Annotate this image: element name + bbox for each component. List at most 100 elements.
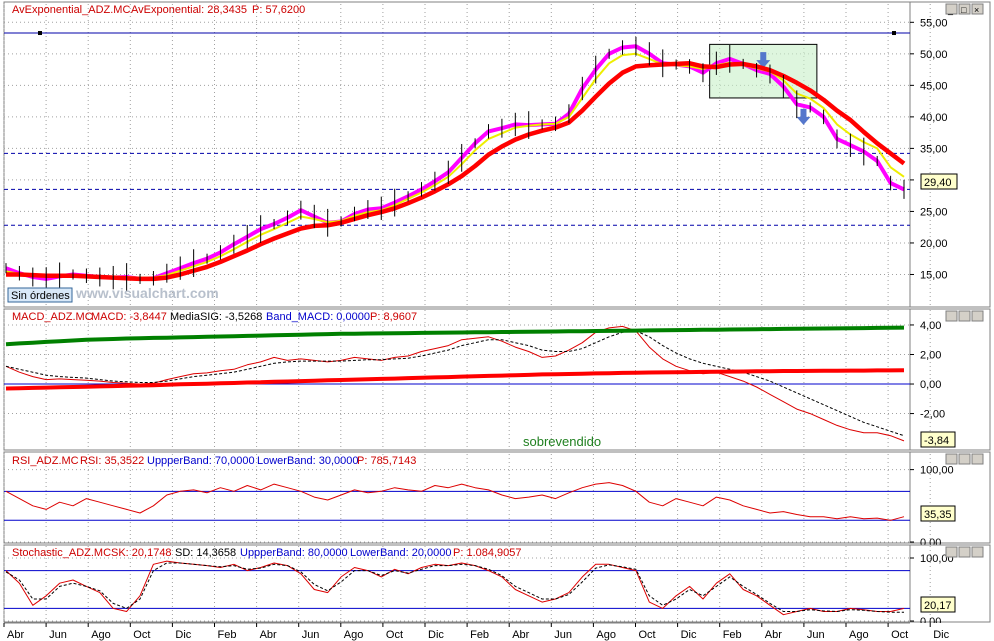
x-tick-label: Jun [302, 629, 320, 641]
macd-header-name: MACD_ADZ.MC [12, 311, 93, 323]
x-tick-label: Abr [512, 629, 529, 641]
macd-header-band: Band_MACD: 0,0000 [266, 311, 370, 323]
x-tick-label: Ago [849, 629, 869, 641]
y-tick-label: 20,00 [920, 238, 948, 250]
macd-header-value: MACD: -3,8447 [91, 311, 167, 323]
y-tick-label: 45,00 [920, 80, 948, 92]
x-tick-label: Oct [386, 629, 403, 641]
x-tick-label: Dic [175, 629, 191, 641]
stoch-gridlines [3, 546, 931, 622]
maximize-button[interactable] [958, 310, 971, 322]
macd-series-line-2 [5, 325, 905, 347]
macd-header: MACD_ADZ.MC MACD: -3,8447 MediaSIG: -3,5… [12, 311, 417, 323]
price-header-name: AvExponential_ADZ.MC [12, 4, 130, 16]
macd-header-period: P: 8,9607 [370, 311, 417, 323]
y-tick-label: 35,00 [920, 143, 948, 155]
macd-panel[interactable]: 4,00 2,00 0,00 -2,00 MACD_ADZ.MC MACD: -3,8… [3, 308, 991, 451]
price-series [5, 36, 906, 291]
last-value-badge: 29,40 [920, 173, 958, 190]
stoch-panel[interactable]: 100,000,00 Stochastic_ADZ.MC SK: 20,1748… [3, 544, 991, 628]
macd-series [4, 325, 910, 442]
x-tick-label: Oct [639, 629, 656, 641]
rsi-header-period: P: 785,7143 [357, 455, 416, 467]
rsi-header-value: RSI: 35,3522 [80, 455, 144, 467]
minimize-button[interactable] [945, 453, 958, 465]
down-arrow-icon [756, 52, 771, 69]
rsi-panel-controls[interactable] [945, 453, 984, 465]
orders-button[interactable]: Sin órdenes [7, 287, 73, 303]
maximize-button[interactable] [958, 3, 971, 15]
x-tick-label: Dic [933, 629, 949, 641]
macd-annotation: sobrevendido [523, 434, 601, 449]
x-tick-label: Abr [260, 629, 277, 641]
rsi-header-lower: LowerBand: 30,0000 [257, 455, 359, 467]
minimize-button[interactable] [945, 310, 958, 322]
y-tick-label: 2,00 [920, 349, 941, 361]
macd-last-value-badge: -3,84 [920, 431, 956, 448]
rsi-header-upper: UppperBand: 70,0000 [147, 455, 255, 467]
y-tick-label: 25,00 [920, 206, 948, 218]
y-tick-label: 15,00 [920, 269, 948, 281]
macd-y-axis: 4,00 2,00 0,00 -2,00 [910, 320, 945, 421]
price-panel-controls[interactable]: _ □ × [945, 3, 984, 15]
close-button[interactable] [971, 453, 984, 465]
y-tick-label: 50,00 [920, 49, 948, 61]
close-button[interactable] [971, 310, 984, 322]
minimize-icon: _ [947, 5, 954, 15]
last-value-text: 29,40 [924, 177, 952, 189]
stoch-header-upper: UppperBand: 80,0000 [240, 547, 348, 559]
stoch-header: Stochastic_ADZ.MC SK: 20,1748 SD: 14,365… [12, 547, 522, 559]
maximize-button[interactable] [958, 546, 971, 558]
price-series-line-2 [6, 61, 906, 282]
x-tick-label: Abr [7, 629, 24, 641]
price-header: AvExponential_ADZ.MC AvExponential: 28,3… [12, 4, 305, 16]
orders-button-label: Sin órdenes [11, 290, 70, 302]
maximize-icon: □ [961, 5, 967, 15]
minimize-button[interactable] [945, 3, 958, 15]
x-tick-label: Feb [470, 629, 489, 641]
rsi-header-name: RSI_ADZ.MC [12, 455, 79, 467]
y-tick-label: 4,00 [920, 320, 941, 332]
x-tick-label: Jun [554, 629, 572, 641]
rsi-last-value-text: 35,35 [924, 509, 952, 521]
line-handle[interactable] [38, 31, 42, 36]
down-arrow-icon [796, 108, 811, 125]
x-tick-label: Feb [723, 629, 742, 641]
x-tick-label: Ago [596, 629, 616, 641]
rsi-last-value-badge: 35,35 [920, 505, 956, 522]
stoch-last-value-badge: 20,17 [920, 596, 956, 613]
stoch-series-line-1 [5, 562, 904, 613]
macd-series-line-1 [5, 330, 905, 437]
x-tick-label: Dic [681, 629, 697, 641]
price-y-axis: 55,0050,0045,0040,0035,0030,0025,0020,00… [910, 17, 948, 281]
stoch-series [4, 560, 910, 616]
stoch-header-name: Stochastic_ADZ.MC [12, 547, 111, 559]
x-tick-label: Oct [133, 629, 150, 641]
x-tick-label: Ago [344, 629, 364, 641]
minimize-button[interactable] [945, 546, 958, 558]
rsi-series-line-0 [5, 482, 905, 521]
y-tick-label: 100,00 [920, 553, 954, 565]
close-button[interactable] [971, 3, 984, 15]
y-tick-label: 55,00 [920, 17, 948, 29]
rsi-series [4, 482, 910, 521]
price-panel[interactable]: 55,0050,0045,0040,0035,0030,0025,0020,00… [3, 1, 991, 308]
macd-panel-controls[interactable] [945, 310, 984, 322]
close-button[interactable] [971, 546, 984, 558]
x-tick-label: Ago [91, 629, 111, 641]
stoch-header-sk: SK: 20,1748 [111, 547, 172, 559]
stoch-header-sd: SD: 14,3658 [175, 547, 236, 559]
macd-header-signal: MediaSIG: -3,5268 [170, 311, 262, 323]
x-tick-label: Abr [765, 629, 782, 641]
maximize-button[interactable] [958, 453, 971, 465]
x-axis: Abr Jun Ago Oct Dic Feb Abr Jun Ago Oct Dic Feb Abr J… [0, 622, 994, 641]
rsi-panel[interactable]: 100,000,00 RSI_ADZ.MC RSI: 35,3522 Upppe… [3, 451, 991, 549]
x-tick-label: Oct [891, 629, 908, 641]
x-tick-label: Jun [49, 629, 67, 641]
watermark: www.visualchart.com [75, 285, 219, 301]
rsi-header: RSI_ADZ.MC RSI: 35,3522 UppperBand: 70,0… [12, 455, 416, 467]
price-reference-lines [4, 31, 910, 226]
line-handle[interactable] [892, 31, 896, 36]
stoch-panel-controls[interactable] [945, 546, 984, 558]
